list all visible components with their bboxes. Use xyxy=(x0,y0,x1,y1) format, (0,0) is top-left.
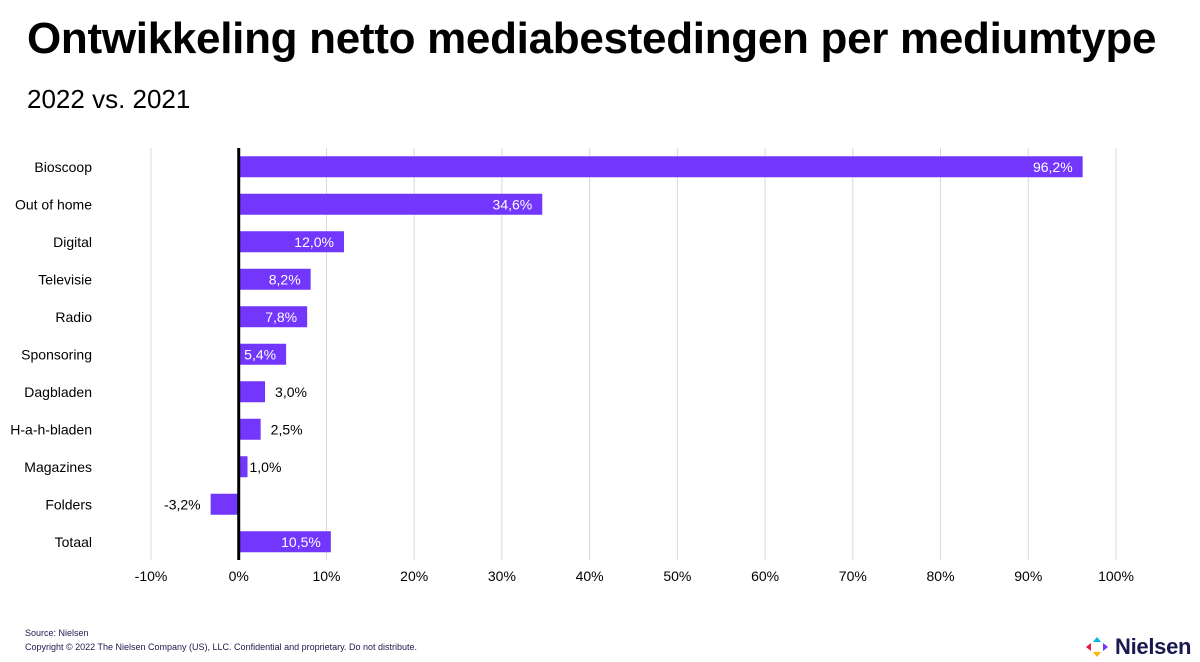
data-label: 2,5% xyxy=(271,421,303,437)
copyright-note: Copyright © 2022 The Nielsen Company (US… xyxy=(25,642,417,652)
nielsen-arrows-icon xyxy=(1086,637,1108,657)
data-label: 12,0% xyxy=(294,234,334,250)
category-label: Sponsoring xyxy=(21,346,92,362)
x-tick-label: 90% xyxy=(1014,568,1042,584)
category-label: Radio xyxy=(55,309,92,325)
x-tick-label: 70% xyxy=(839,568,867,584)
chart-title: Ontwikkeling netto mediabestedingen per … xyxy=(27,14,1157,63)
bar xyxy=(238,193,543,215)
bar xyxy=(238,268,311,290)
data-label: 8,2% xyxy=(269,271,301,287)
data-label: 7,8% xyxy=(265,309,297,325)
bar xyxy=(238,418,261,440)
data-label: 1,0% xyxy=(250,459,282,475)
bar xyxy=(238,343,287,365)
category-label: Totaal xyxy=(55,534,92,550)
category-label: H-a-h-bladen xyxy=(10,421,92,437)
bar xyxy=(238,531,331,553)
category-label: Dagbladen xyxy=(24,384,92,400)
category-label: Out of home xyxy=(15,196,92,212)
bar xyxy=(210,493,239,515)
x-tick-label: 0% xyxy=(229,568,249,584)
bar xyxy=(238,381,266,403)
data-label: 10,5% xyxy=(281,534,321,550)
category-label: Magazines xyxy=(24,459,92,475)
x-tick-label: 80% xyxy=(927,568,955,584)
x-tick-label: 40% xyxy=(576,568,604,584)
category-label: Televisie xyxy=(38,271,92,287)
bar xyxy=(238,456,248,478)
x-tick-label: 20% xyxy=(400,568,428,584)
category-label: Digital xyxy=(53,234,92,250)
source-note: Source: Nielsen xyxy=(25,628,89,638)
data-label: 96,2% xyxy=(1033,159,1073,175)
nielsen-logo: Nielsen xyxy=(1085,634,1191,660)
bar xyxy=(238,306,308,328)
bar xyxy=(238,156,1083,178)
data-label: 5,4% xyxy=(244,346,276,362)
x-tick-label: 50% xyxy=(663,568,691,584)
x-tick-label: 100% xyxy=(1098,568,1134,584)
chart-subtitle: 2022 vs. 2021 xyxy=(27,84,191,114)
x-tick-label: -10% xyxy=(135,568,168,584)
category-label: Bioscoop xyxy=(34,159,92,175)
data-label: -3,2% xyxy=(164,496,201,512)
x-tick-label: 30% xyxy=(488,568,516,584)
bar xyxy=(238,231,344,253)
category-label: Folders xyxy=(45,496,92,512)
data-label: 34,6% xyxy=(493,196,533,212)
x-tick-label: 60% xyxy=(751,568,779,584)
logo-text: Nielsen xyxy=(1115,634,1192,659)
x-tick-label: 10% xyxy=(312,568,340,584)
data-label: 3,0% xyxy=(275,384,307,400)
